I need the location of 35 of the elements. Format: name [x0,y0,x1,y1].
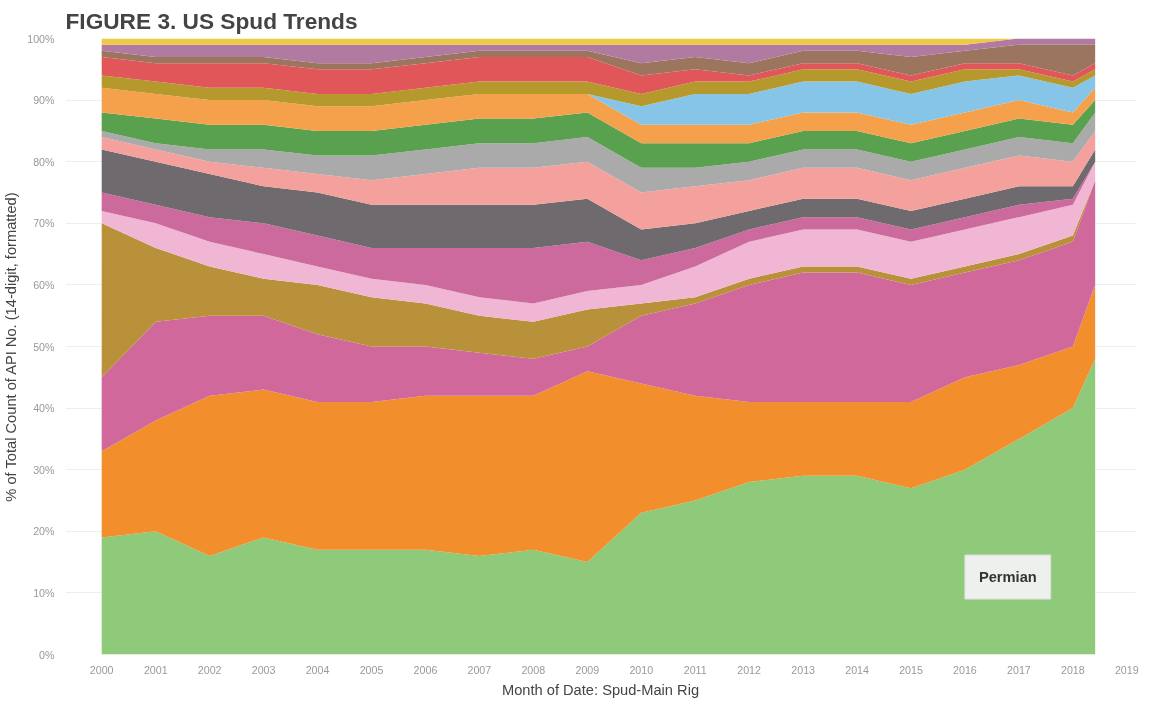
x-tick-label: 2013 [791,663,816,676]
y-tick-label: 30% [33,463,56,476]
x-tick-label: 2001 [143,663,168,676]
x-tick-label: 2019 [1114,663,1139,676]
y-tick-label: 40% [33,402,56,415]
series-label: Permian [978,569,1037,586]
y-tick-label: 50% [33,340,56,353]
y-tick-label: 10% [33,586,56,599]
x-axis-title: Month of Date: Spud-Main Rig [501,681,700,698]
x-tick-label: 2018 [1061,663,1085,676]
x-tick-label: 2008 [521,663,546,676]
chart-title: FIGURE 3. US Spud Trends [65,7,358,34]
x-tick-label: 2005 [359,663,384,676]
x-tick-label: 2009 [575,663,600,676]
y-tick-label: 90% [33,94,56,107]
y-axis-title: % of Total Count of API No. (14-digit, formatted) [3,192,20,502]
x-tick-label: 2016 [953,663,977,676]
y-tick-label: 100% [27,32,56,45]
y-tick-label: 70% [33,217,56,230]
y-tick-label: 0% [39,648,56,661]
x-tick-label: 2000 [89,663,114,676]
y-tick-label: 80% [33,155,56,168]
x-tick-label: 2012 [737,663,762,676]
y-tick-label: 60% [33,278,56,291]
x-tick-label: 2010 [629,663,654,676]
x-tick-label: 2004 [305,663,330,676]
x-tick-label: 2006 [413,663,438,676]
x-tick-label: 2002 [197,663,222,676]
x-tick-label: 2015 [899,663,923,676]
x-tick-label: 2011 [683,663,707,676]
x-tick-label: 2007 [467,663,492,676]
x-tick-label: 2014 [845,663,869,676]
x-tick-label: 2017 [1007,663,1031,676]
y-tick-label: 20% [33,525,56,538]
x-tick-label: 2003 [251,663,276,676]
